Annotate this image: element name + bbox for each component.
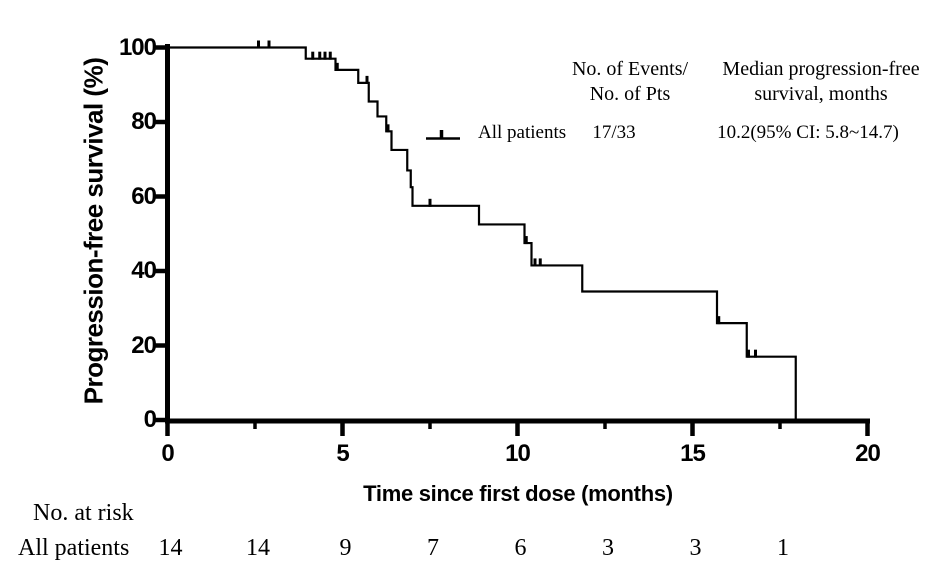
x-tick-label: 20 [855, 440, 881, 467]
legend-median-value: 10.2(95% CI: 5.8~14.7) [717, 122, 899, 143]
y-tick-label: 0 [143, 406, 157, 433]
legend-header-median-line1: Median progression-free [722, 58, 920, 80]
at-risk-count: 7 [427, 535, 439, 561]
risk-table-row-label: All patients [18, 535, 130, 561]
x-axis-title: Time since first dose (months) [363, 481, 673, 506]
at-risk-count: 9 [339, 535, 352, 561]
at-risk-count: 6 [514, 535, 527, 561]
risk-table-title: No. at risk [33, 500, 134, 526]
legend-header-events-line2: No. of Pts [589, 83, 671, 105]
legend-header-median-line2: survival, months [754, 83, 888, 105]
at-risk-count: 14 [158, 535, 183, 561]
censor-tick-legend-icon [426, 130, 460, 140]
x-tick-label: 10 [505, 440, 531, 467]
y-tick-label: 40 [131, 257, 157, 284]
at-risk-count: 1 [777, 535, 789, 561]
y-tick-label: 100 [118, 33, 157, 61]
at-risk-count: 3 [689, 535, 702, 561]
y-tick-label: 80 [131, 108, 157, 135]
km-curve-all-patients [167, 46, 797, 420]
at-risk-count: 14 [246, 535, 270, 561]
legend-header-median: Median progression-free survival, months [701, 57, 931, 107]
x-tick-label: 5 [336, 440, 349, 467]
x-tick-label: 0 [161, 440, 174, 467]
at-risk-count: 3 [602, 535, 614, 561]
y-tick-label: 20 [131, 331, 157, 359]
legend-header-events-line1: No. of Events/ [571, 58, 689, 80]
x-tick-label: 15 [680, 440, 706, 467]
legend-series-label: All patients [478, 122, 567, 143]
legend-header-events: No. of Events/ No. of Pts [540, 57, 720, 107]
legend-events-value: 17/33 [592, 122, 636, 143]
y-tick-label: 60 [131, 182, 157, 210]
